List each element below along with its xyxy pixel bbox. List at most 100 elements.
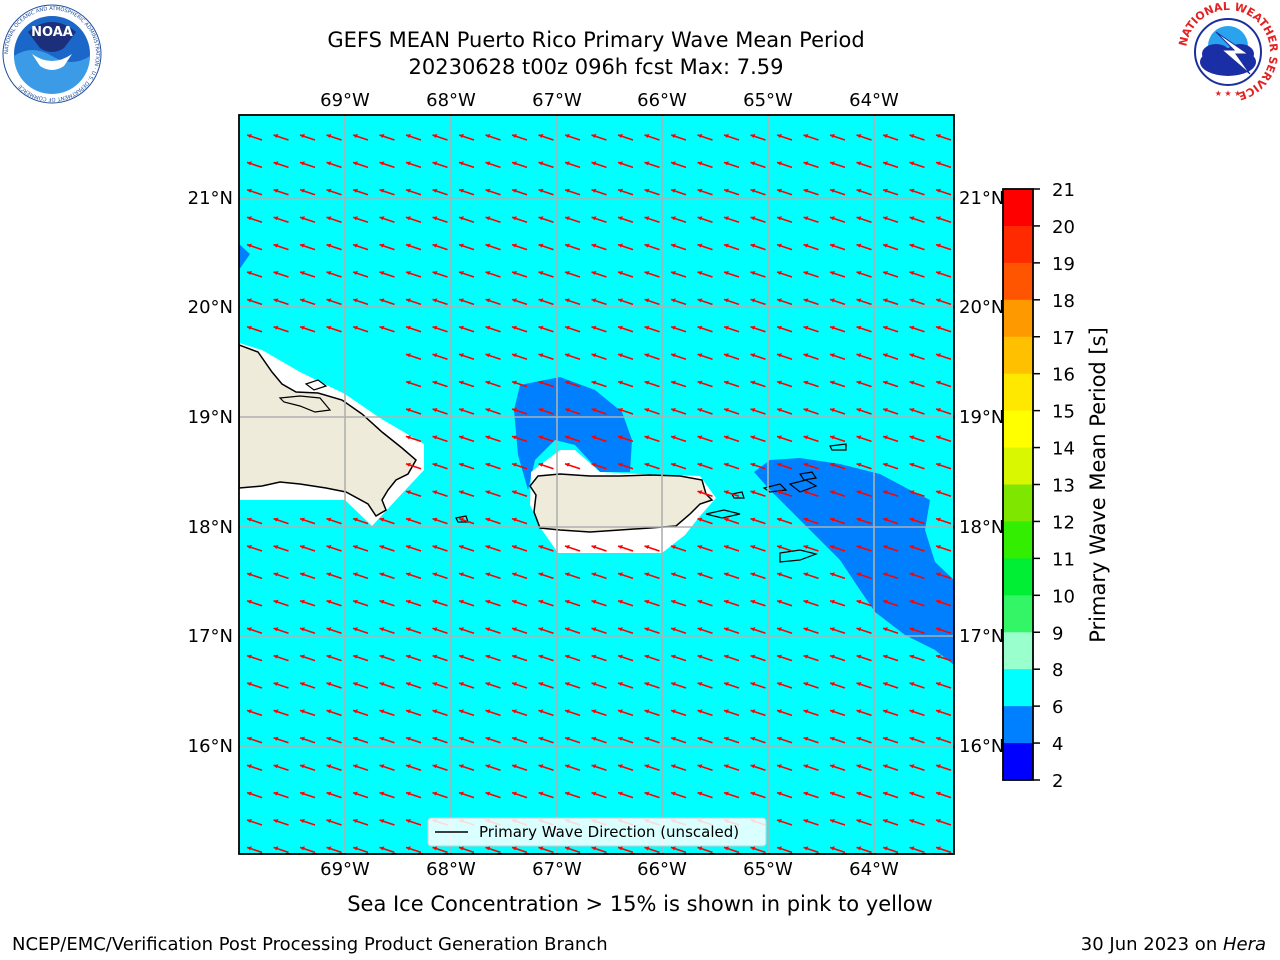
wave-arrow-head [432, 736, 438, 741]
wave-arrow-head [591, 134, 597, 138]
colorbar-label: Primary Wave Mean Period [s] [1086, 327, 1110, 643]
wave-arrow-head [538, 298, 544, 303]
wave-arrow-head [512, 517, 517, 522]
wave-arrow-head [379, 298, 385, 303]
wave-arrow-head [856, 134, 862, 138]
wave-arrow-head [247, 545, 252, 549]
wave-arrow-head [459, 462, 464, 467]
wave-arrow-head [883, 709, 888, 714]
wave-arrow-head [777, 462, 782, 467]
colorbar-ticks: 21 20 19 18 17 16 15 14 13 12 11 10 9 8 6 4 2 [1033, 180, 1075, 792]
wave-arrow-head [618, 216, 623, 221]
footer-date: 30 Jun 2023 on Hera [1081, 934, 1266, 955]
wave-arrow-head [618, 627, 623, 632]
colorbar-segment [1003, 706, 1033, 744]
wave-arrow-head [936, 599, 941, 604]
wave-arrow-head [353, 161, 358, 166]
wave-arrow-head [883, 736, 888, 741]
wave-arrow-head [909, 599, 915, 604]
wave-arrow-head [565, 545, 570, 549]
wave-arrow-head [432, 271, 438, 275]
wave-arrow-head [353, 298, 358, 303]
wave-arrow-head [247, 325, 252, 330]
wave-arrow-head [803, 599, 809, 604]
wave-arrow-head [618, 271, 623, 275]
wave-arrow-head [936, 545, 941, 549]
wave-arrow-head [591, 654, 597, 659]
colorbar-segment [1003, 632, 1033, 670]
wave-arrow-head [273, 736, 279, 741]
wave-arrow-head [697, 216, 703, 221]
wave-arrow-head [936, 408, 941, 412]
wave-arrow-head [671, 188, 676, 193]
wave-arrow-head [724, 490, 729, 495]
wave-arrow-head [406, 435, 411, 440]
wave-arrow-head [300, 654, 305, 659]
lat-tick-left: 21°N [188, 188, 233, 209]
wave-arrow-head [512, 791, 517, 796]
wave-arrow-head [856, 517, 862, 522]
wave-arrow-head [644, 572, 650, 577]
noaa-logo: NATIONAL OCEANIC AND ATMOSPHERIC ADMINIS… [2, 4, 102, 104]
wave-arrow-head [565, 216, 570, 221]
wave-arrow-head [432, 216, 438, 221]
wave-arrow-head [697, 599, 703, 604]
wave-arrow-head [406, 736, 411, 741]
wave-arrow-head [777, 243, 782, 248]
wave-arrow-head [459, 353, 464, 358]
wave-arrow-head [671, 243, 676, 248]
wave-arrow-head [750, 545, 756, 549]
wave-arrow-head [432, 188, 438, 193]
wave-arrow-head [247, 709, 252, 714]
wave-arrow-head [432, 572, 438, 577]
wave-arrow-head [750, 764, 756, 769]
wave-arrow-head [724, 380, 729, 385]
wave-arrow-head [406, 709, 411, 714]
wave-arrow-head [459, 325, 464, 330]
wave-arrow-head [326, 682, 332, 686]
wave-arrow-head [936, 654, 941, 659]
wave-arrow-head [300, 517, 305, 522]
wave-arrow-head [803, 243, 809, 248]
colorbar-tick-label: 19 [1052, 254, 1075, 275]
wave-arrow-head [247, 682, 252, 686]
wave-arrow-head [883, 682, 888, 686]
wave-arrow-head [379, 736, 385, 741]
wave-arrow-head [565, 846, 570, 851]
wave-arrow-head [273, 819, 279, 823]
wave-arrow-head [909, 572, 915, 577]
wave-arrow-head [432, 380, 438, 385]
colorbar-segment [1003, 484, 1033, 522]
wave-arrow-head [830, 764, 835, 769]
wave-arrow-head [909, 682, 915, 686]
lat-tick-right: 16°N [959, 736, 1004, 757]
wave-arrow-head [936, 764, 941, 769]
wave-arrow-head [671, 408, 676, 412]
wave-arrow-head [591, 408, 597, 412]
wave-arrow-head [697, 243, 703, 248]
wave-arrow-head [724, 408, 729, 412]
wave-arrow-head [697, 545, 703, 549]
colorbar-tick-label: 8 [1052, 660, 1063, 681]
lat-tick-left: 18°N [188, 517, 233, 538]
wave-arrow-head [432, 408, 438, 412]
nws-logo: NATIONAL WEATHER SERVICE ★ ★ ★ [1176, 0, 1280, 103]
wave-arrow-head [273, 599, 279, 604]
wave-arrow-head [459, 435, 464, 440]
wave-arrow-head [697, 353, 703, 358]
wave-arrow-head [618, 408, 623, 412]
wave-arrow-head [909, 188, 915, 193]
wave-arrow-head [591, 435, 597, 440]
wave-arrow-head [591, 709, 597, 714]
wave-arrow-head [909, 846, 915, 851]
wave-arrow-head [803, 709, 809, 714]
wave-arrow-head [830, 709, 835, 714]
wave-arrow-head [379, 517, 385, 522]
wave-arrow-head [406, 353, 411, 358]
wave-arrow-head [406, 188, 411, 193]
wave-arrow-head [618, 243, 623, 248]
wave-arrow-head [671, 380, 676, 385]
wave-arrow-head [326, 134, 332, 138]
wave-arrow-head [883, 490, 888, 495]
wave-arrow-head [724, 353, 729, 358]
